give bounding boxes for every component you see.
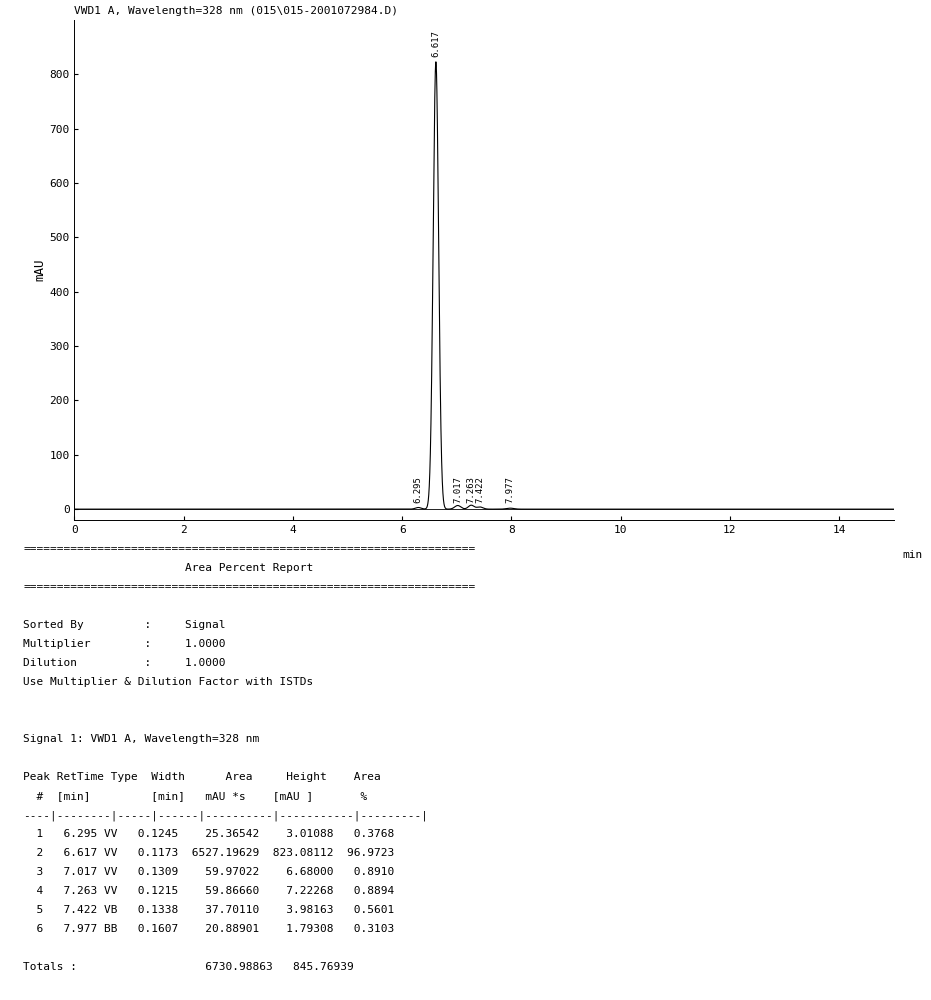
Text: 5   7.422 VB   0.1338    37.70110    3.98163   0.5601: 5 7.422 VB 0.1338 37.70110 3.98163 0.560… xyxy=(23,905,395,915)
Text: Peak RetTime Type  Width      Area     Height    Area: Peak RetTime Type Width Area Height Area xyxy=(23,772,381,782)
Text: Dilution          :     1.0000: Dilution : 1.0000 xyxy=(23,658,226,668)
Text: Multiplier        :     1.0000: Multiplier : 1.0000 xyxy=(23,639,226,649)
Text: 7.422: 7.422 xyxy=(476,476,484,503)
Y-axis label: mAU: mAU xyxy=(34,259,47,281)
Text: 3   7.017 VV   0.1309    59.97022    6.68000   0.8910: 3 7.017 VV 0.1309 59.97022 6.68000 0.891… xyxy=(23,867,395,877)
Text: ===================================================================: ========================================… xyxy=(23,582,476,592)
Text: min: min xyxy=(902,550,923,560)
Text: ----|--------|-----|------|----------|-----------|---------|: ----|--------|-----|------|----------|--… xyxy=(23,810,428,821)
Text: Totals :                   6730.98863   845.76939: Totals : 6730.98863 845.76939 xyxy=(23,962,354,972)
Text: 6   7.977 BB   0.1607    20.88901    1.79308   0.3103: 6 7.977 BB 0.1607 20.88901 1.79308 0.310… xyxy=(23,924,395,934)
Text: Use Multiplier & Dilution Factor with ISTDs: Use Multiplier & Dilution Factor with IS… xyxy=(23,677,314,687)
Text: Signal 1: VWD1 A, Wavelength=328 nm: Signal 1: VWD1 A, Wavelength=328 nm xyxy=(23,734,260,744)
Text: Area Percent Report: Area Percent Report xyxy=(23,563,314,573)
Text: 1   6.295 VV   0.1245    25.36542    3.01088   0.3768: 1 6.295 VV 0.1245 25.36542 3.01088 0.376… xyxy=(23,829,395,839)
Text: 6.295: 6.295 xyxy=(413,476,423,503)
Text: 2   6.617 VV   0.1173  6527.19629  823.08112  96.9723: 2 6.617 VV 0.1173 6527.19629 823.08112 9… xyxy=(23,848,395,858)
Text: #  [min]         [min]   mAU *s    [mAU ]       %: # [min] [min] mAU *s [mAU ] % xyxy=(23,791,368,801)
Text: 7.977: 7.977 xyxy=(506,476,515,503)
Text: VWD1 A, Wavelength=328 nm (015\015-2001072984.D): VWD1 A, Wavelength=328 nm (015\015-20010… xyxy=(74,6,398,16)
Text: 7.017: 7.017 xyxy=(453,476,462,503)
Text: 4   7.263 VV   0.1215    59.86660    7.22268   0.8894: 4 7.263 VV 0.1215 59.86660 7.22268 0.889… xyxy=(23,886,395,896)
Text: 6.617: 6.617 xyxy=(431,31,440,57)
Text: Sorted By         :     Signal: Sorted By : Signal xyxy=(23,620,226,630)
Text: ===================================================================: ========================================… xyxy=(23,544,476,554)
Text: 7.263: 7.263 xyxy=(466,476,476,503)
